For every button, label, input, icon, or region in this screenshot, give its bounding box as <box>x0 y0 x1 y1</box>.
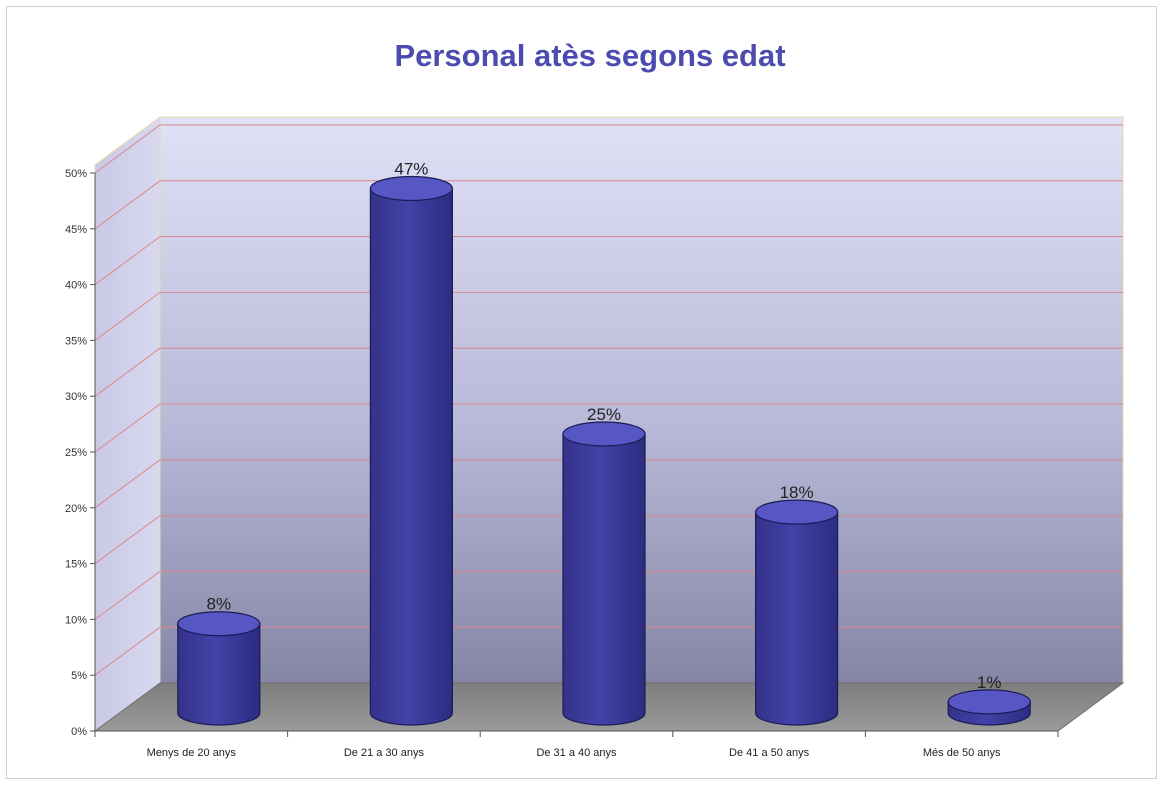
y-tick-label: 10% <box>65 614 87 626</box>
bar-body <box>177 623 261 726</box>
gridline-side <box>94 124 161 174</box>
chart-title: Personal atès segons edat <box>394 38 785 73</box>
data-labels: 8% 47% 25% 18% 1% <box>207 159 1002 691</box>
y-tick-label: 5% <box>71 670 87 682</box>
bar <box>177 611 261 726</box>
bar <box>369 175 453 726</box>
gridline-side <box>94 291 161 341</box>
gridline-side <box>94 459 161 509</box>
y-tick-label: 50% <box>65 168 87 180</box>
gridline-side <box>94 570 161 620</box>
bars <box>177 175 1031 726</box>
gridline-side <box>94 347 161 397</box>
data-label: 8% <box>207 595 232 614</box>
y-tick-label: 45% <box>65 224 87 236</box>
x-tick-label: De 21 a 30 anys <box>344 747 425 759</box>
y-tick-label: 0% <box>71 726 87 738</box>
bar-top <box>947 689 1031 715</box>
data-label: 1% <box>977 673 1002 692</box>
x-axis: Menys de 20 anys De 21 a 30 anys De 31 a 4… <box>94 730 1059 759</box>
x-tick-label: Més de 50 anys <box>923 747 1001 759</box>
bar-body <box>562 433 646 726</box>
gridline-side <box>94 180 161 230</box>
y-tick-label: 20% <box>65 503 87 515</box>
x-tick-label: Menys de 20 anys <box>147 747 237 759</box>
data-label: 25% <box>587 405 621 424</box>
bar <box>947 689 1031 726</box>
gridline-side <box>94 403 161 453</box>
side-wall <box>94 116 161 732</box>
gridline-side <box>94 515 161 565</box>
data-label: 18% <box>780 483 814 502</box>
y-tick-label: 30% <box>65 391 87 403</box>
bar-top <box>754 499 839 525</box>
bar-top <box>369 175 453 202</box>
bar-body <box>755 511 839 726</box>
bar-top <box>177 611 261 637</box>
x-tick-label: De 31 a 40 anys <box>536 747 617 759</box>
y-tick-label: 35% <box>65 335 87 347</box>
data-label: 47% <box>394 159 428 178</box>
bar <box>754 499 839 726</box>
bar-body <box>369 187 453 726</box>
bar <box>562 421 646 726</box>
y-tick-label: 15% <box>65 559 87 571</box>
gridline-side <box>94 236 161 286</box>
x-tick-label: De 41 a 50 anys <box>729 747 810 759</box>
y-axis: 0% 5% 10% 15% 20% 25% 30% 35% 40% 45% 50% <box>65 168 96 738</box>
y-tick-label: 40% <box>65 280 87 292</box>
gridline-side <box>94 626 161 676</box>
bar-top <box>562 421 646 447</box>
y-tick-label: 25% <box>65 447 87 459</box>
